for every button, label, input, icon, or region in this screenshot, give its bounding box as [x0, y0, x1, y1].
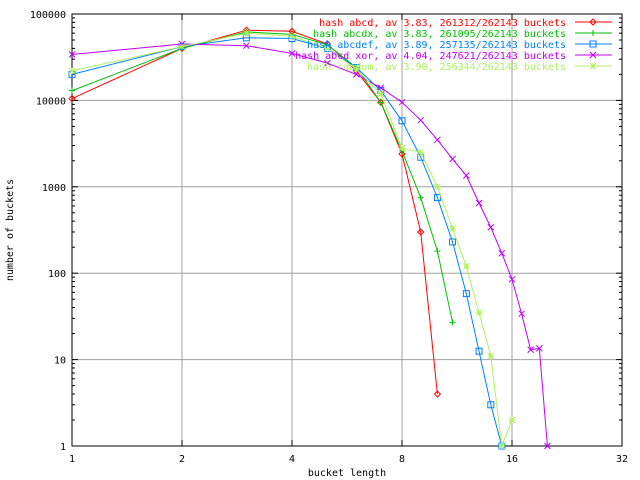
cross-marker [352, 71, 360, 78]
legend: hash abcd, av 3.83, 261312/262143 bucket… [295, 18, 612, 73]
series-line [71, 43, 548, 447]
diamond-marker [68, 94, 76, 103]
legend-label: hash abcdx, av 3.83, 261095/262143 bucke… [313, 29, 566, 40]
diamond-marker [433, 390, 442, 398]
square-marker [462, 290, 470, 298]
square-marker [433, 194, 441, 202]
series-line [71, 31, 453, 323]
square-marker [589, 40, 597, 48]
plus-marker [590, 30, 596, 36]
plus-marker [417, 194, 424, 201]
cross-marker [434, 136, 441, 144]
star-marker [589, 62, 597, 70]
series-line [71, 29, 438, 395]
x-tick-label: 8 [399, 454, 405, 465]
plus-marker [69, 87, 75, 94]
cross-marker [535, 344, 543, 352]
diamond-marker [377, 98, 385, 107]
star-marker [417, 149, 425, 156]
star-marker [68, 67, 76, 75]
cross-marker [589, 51, 597, 59]
legend-item-1: hash abcd, av 3.83, 261312/262143 bucket… [319, 18, 612, 29]
legend-label: hash abcd xor, av 4.04, 247621/262143 bu… [295, 51, 566, 62]
star-marker [462, 263, 470, 270]
star-marker [377, 90, 385, 97]
cross-marker [68, 51, 76, 58]
cross-marker [475, 199, 483, 207]
cross-marker [544, 442, 551, 450]
cross-marker [487, 223, 495, 231]
star-marker [498, 442, 506, 450]
x-tick-label: 4 [289, 454, 295, 465]
x-tick-label: 32 [616, 454, 628, 465]
x-tick-label: 16 [506, 454, 518, 465]
star-marker [324, 45, 331, 52]
cross-marker [324, 59, 331, 67]
star-marker [352, 65, 360, 73]
diamond-marker [398, 150, 406, 158]
star-marker [487, 352, 495, 360]
grid-lines [71, 13, 623, 447]
axis-ticks: 1 2 4 8 16 32 1 10 100 1000 10000 100000 [30, 10, 628, 465]
legend-item-4: hash abcd xor, av 4.04, 247621/262143 bu… [295, 51, 612, 62]
legend-item-2: hash abcdx, av 3.83, 261095/262143 bucke… [313, 29, 612, 40]
x-axis-label: bucket length [308, 468, 386, 479]
star-marker [449, 225, 456, 232]
star-marker [242, 29, 250, 37]
cross-marker [242, 42, 250, 50]
square-marker [398, 117, 406, 125]
y-tick-label: 10000 [36, 96, 66, 107]
cross-marker [288, 50, 296, 57]
series-line [71, 32, 513, 447]
diamond-marker [589, 18, 597, 26]
x-tick-label: 1 [69, 454, 75, 465]
series-3 [68, 34, 506, 450]
legend-label: hash abcdef, av 3.89, 257135/262143 buck… [307, 40, 566, 51]
cross-marker [377, 84, 385, 92]
square-marker [475, 347, 483, 355]
legend-item-3: hash abcdef, av 3.89, 257135/262143 buck… [307, 40, 612, 51]
y-tick-label: 100000 [30, 10, 66, 21]
y-tick-label: 1 [60, 442, 66, 453]
star-marker [398, 144, 406, 152]
cross-marker [417, 116, 425, 124]
legend-label: hash random, av 3.90, 256344/262143 buck… [307, 62, 566, 73]
star-marker [178, 43, 186, 50]
plot-area-frame [71, 13, 623, 447]
square-marker [487, 401, 495, 409]
star-marker [508, 416, 516, 424]
cross-marker [462, 172, 470, 179]
cross-marker [518, 310, 525, 318]
square-marker [449, 238, 457, 246]
series-1 [68, 26, 442, 398]
y-tick-label: 100 [48, 269, 66, 280]
plus-marker [377, 99, 384, 106]
data-series [68, 26, 551, 450]
cross-marker [508, 275, 516, 283]
series-4 [68, 40, 551, 450]
y-axis-label: number of buckets [5, 179, 16, 281]
cross-marker [527, 346, 535, 354]
star-marker [288, 33, 296, 40]
series-5 [68, 29, 516, 450]
y-tick-label: 10 [54, 356, 66, 367]
plus-marker [434, 248, 441, 255]
plus-marker [449, 319, 456, 326]
diamond-marker [416, 228, 425, 236]
legend-item-5: hash random, av 3.90, 256344/262143 buck… [307, 62, 612, 73]
star-marker [475, 309, 483, 316]
star-marker [434, 183, 441, 191]
cross-marker [449, 155, 456, 163]
cross-marker [398, 98, 406, 106]
cross-marker [498, 249, 506, 257]
series-line [71, 37, 503, 447]
y-tick-label: 1000 [42, 183, 66, 194]
x-tick-label: 2 [179, 454, 185, 465]
legend-label: hash abcd, av 3.83, 261312/262143 bucket… [319, 18, 566, 29]
